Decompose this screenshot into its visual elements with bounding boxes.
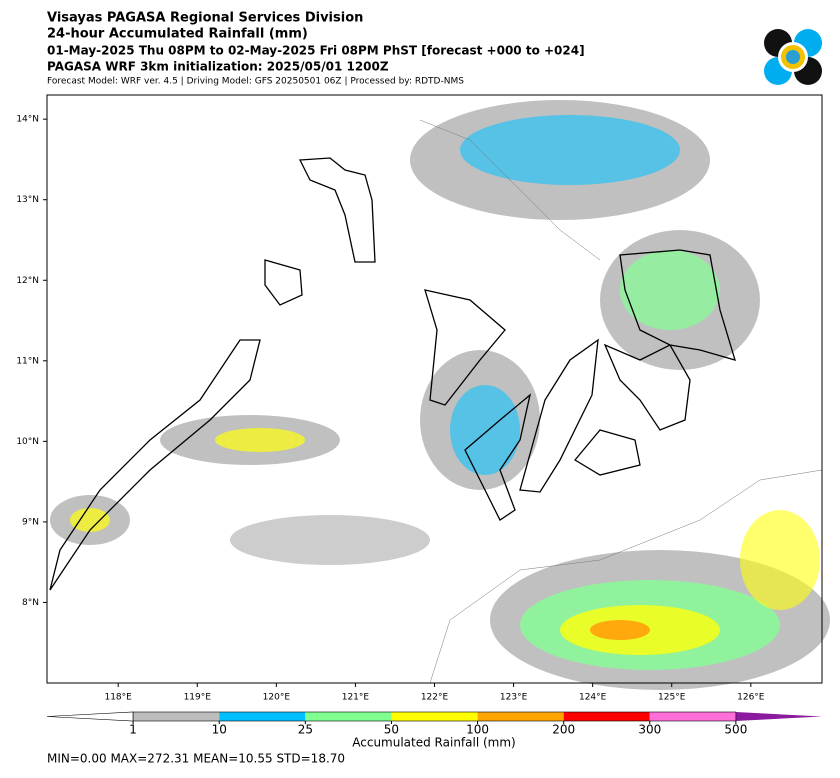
stats: MIN=0.00 MAX=272.31 MEAN=10.55 STD=18.70 — [47, 752, 345, 766]
rain-field — [50, 100, 830, 690]
title: Visayas PAGASA Regional Services Divisio… — [47, 11, 363, 26]
x-tick-label: 123°E — [500, 693, 528, 703]
x-tick-label: 125°E — [658, 693, 686, 703]
colorbar-tick-label: 500 — [724, 723, 747, 737]
colorbar-tick-label: 300 — [638, 723, 661, 737]
x-tick-label: 122°E — [421, 693, 449, 703]
colorbar-segment — [391, 712, 478, 721]
colorbar-tick-label: 25 — [298, 723, 313, 737]
model-init: PAGASA WRF 3km initialization: 2025/05/0… — [47, 60, 389, 74]
colorbar-tick-label: 50 — [384, 723, 399, 737]
colorbar-under — [46, 711, 134, 722]
x-tick-label: 120°E — [263, 693, 291, 703]
colorbar-tick-label: 100 — [466, 723, 489, 737]
colorbar-segment — [305, 712, 392, 721]
colorbar-segment — [649, 712, 736, 721]
coastlines — [49, 119, 823, 684]
colorbar-tick-label: 10 — [212, 723, 227, 737]
subtitle: 24-hour Accumulated Rainfall (mm) — [47, 27, 308, 42]
logo — [764, 29, 822, 85]
colorbar-tick-label: 1 — [129, 723, 137, 737]
map-frame — [46, 94, 830, 690]
credits: Forecast Model: WRF ver. 4.5 | Driving M… — [47, 77, 464, 87]
x-tick-label: 121°E — [342, 693, 370, 703]
colorbar-label: Accumulated Rainfall (mm) — [352, 736, 515, 750]
period: 01-May-2025 Thu 08PM to 02-May-2025 Fri … — [47, 44, 585, 58]
colorbar-tick-label: 200 — [552, 723, 575, 737]
x-tick-label: 118°E — [104, 693, 132, 703]
y-tick-label: 12°N — [16, 276, 39, 286]
x-tick-label: 126°E — [737, 693, 765, 703]
y-tick-label: 10°N — [16, 437, 39, 447]
colorbar-segment — [133, 712, 220, 721]
y-tick-label: 13°N — [16, 195, 39, 205]
colorbar-over — [735, 712, 822, 721]
y-tick-label: 11°N — [16, 356, 39, 366]
colorbar-segment — [477, 712, 564, 721]
y-tick-label: 14°N — [16, 115, 39, 125]
colorbar-segment — [219, 712, 306, 721]
y-tick-label: 8°N — [22, 598, 39, 608]
x-tick-label: 119°E — [184, 693, 212, 703]
x-tick-label: 124°E — [579, 693, 607, 703]
colorbar-segment — [563, 712, 650, 721]
colorbar-outline — [132, 711, 737, 722]
y-tick-label: 9°N — [22, 517, 39, 527]
